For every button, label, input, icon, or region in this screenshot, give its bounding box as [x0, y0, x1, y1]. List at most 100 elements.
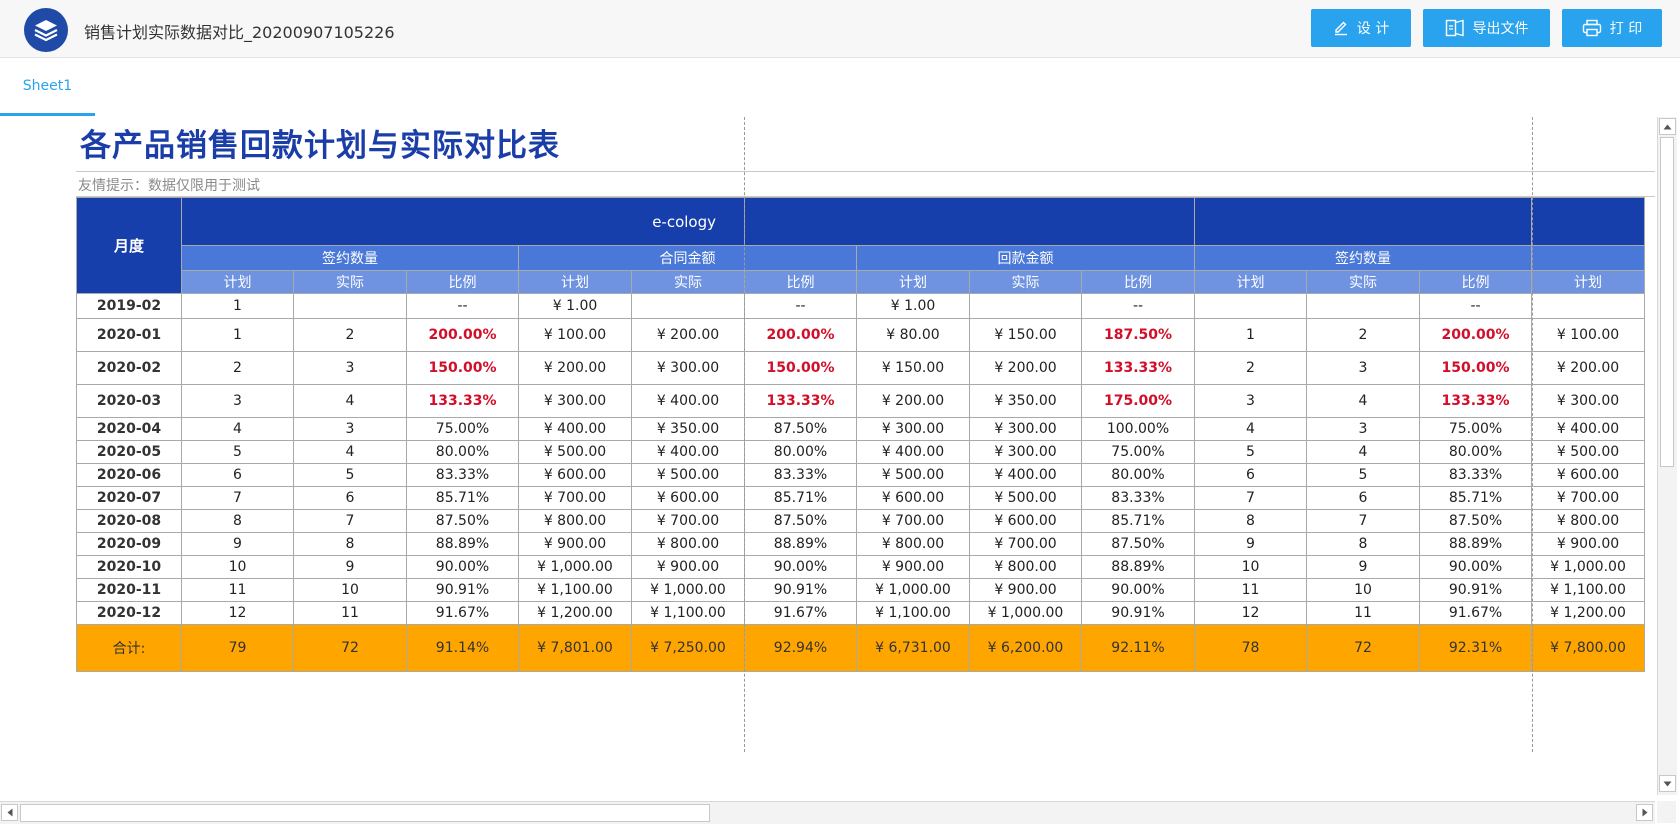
row-month: 2020-12: [76, 601, 182, 625]
vertical-scroll-thumb[interactable]: [1660, 137, 1674, 467]
table-cell: 100.00%: [1081, 417, 1195, 441]
document-title: 销售计划实际数据对比_20200907105226: [84, 23, 395, 42]
row-month: 2020-02: [76, 351, 182, 385]
table-cell: 6: [1306, 486, 1420, 510]
table-cell: ¥ 900.00: [518, 532, 632, 556]
table-row: 2020-12 12 11 91.67% ¥ 1,200.00 ¥ 1,100.00 91.…: [76, 601, 1646, 625]
table-row: 2020-08 8 7 87.50% ¥ 800.00 ¥ 700.00 87.50% ¥ 7…: [76, 509, 1646, 533]
total-cell: ¥ 7,250.00: [631, 624, 745, 672]
total-cell: 92.94%: [744, 624, 857, 672]
vertical-scrollbar[interactable]: [1657, 117, 1677, 795]
table-cell: ¥ 350.00: [631, 417, 745, 441]
table-cell: [1194, 293, 1307, 319]
row-month: 2020-08: [76, 509, 182, 533]
scroll-up-icon[interactable]: [1659, 118, 1676, 135]
total-cell: 92.31%: [1418, 624, 1533, 672]
table-cell: 91.67%: [406, 601, 519, 625]
table-cell: 11: [1194, 578, 1307, 602]
table-cell: 4: [1194, 417, 1307, 441]
table-cell: ¥ 600.00: [1531, 463, 1646, 487]
table-cell: 12: [1194, 601, 1307, 625]
header-product: e-cology: [181, 197, 745, 246]
table-cell: ¥ 300.00: [518, 384, 632, 418]
table-cell: 87.50%: [1418, 509, 1533, 533]
table-cell: ¥ 200.00: [1531, 351, 1646, 385]
table-cell: 200.00%: [744, 318, 857, 352]
table-cell: 133.33%: [406, 384, 519, 418]
table-row: 2020-02 2 3 150.00% ¥ 200.00 ¥ 300.00 150.00% ¥…: [76, 351, 1646, 385]
scroll-down-icon[interactable]: [1659, 775, 1676, 792]
table-cell: ¥ 400.00: [631, 384, 745, 418]
table-cell: 7: [181, 486, 294, 510]
header-sub-col: 计划: [518, 270, 632, 294]
total-cell: ¥ 6,200.00: [969, 624, 1082, 672]
header-sub-col: 实际: [969, 270, 1082, 294]
print-button-label: 打 印: [1609, 21, 1643, 37]
header-sub-col: 比例: [744, 270, 857, 294]
total-label: 合计:: [76, 624, 182, 672]
table-cell: ¥ 200.00: [969, 351, 1082, 385]
table-cell: 3: [293, 417, 407, 441]
table-cell: ¥ 900.00: [631, 555, 745, 579]
tab-sheet1[interactable]: Sheet1: [0, 58, 95, 116]
table-cell: 80.00%: [744, 440, 857, 464]
header-sub-col: 比例: [1081, 270, 1195, 294]
table-cell: 1: [1194, 318, 1307, 352]
table-cell: --: [744, 293, 857, 319]
table-cell: [293, 293, 407, 319]
horizontal-scroll-thumb[interactable]: [20, 804, 710, 822]
header-sub-col: 实际: [293, 270, 407, 294]
table-cell: 87.50%: [1081, 532, 1195, 556]
table-cell: ¥ 600.00: [856, 486, 970, 510]
table-cell: ¥ 500.00: [631, 463, 745, 487]
scroll-left-icon[interactable]: [1, 804, 18, 821]
design-button[interactable]: 设 计: [1311, 9, 1411, 47]
total-cell: 92.11%: [1081, 624, 1195, 672]
table-cell: ¥ 150.00: [969, 318, 1082, 352]
scroll-right-icon[interactable]: [1636, 804, 1653, 821]
table-cell: ¥ 1,200.00: [1531, 601, 1646, 625]
table-cell: 9: [1306, 555, 1420, 579]
export-file-icon: [1445, 19, 1464, 37]
table-cell: ¥ 500.00: [518, 440, 632, 464]
header-month: 月度: [76, 197, 182, 294]
header-sub-col: 比例: [1418, 270, 1533, 294]
table-cell: 8: [1194, 509, 1307, 533]
row-month: 2020-07: [76, 486, 182, 510]
table-cell: ¥ 500.00: [856, 463, 970, 487]
table-cell: 187.50%: [1081, 318, 1195, 352]
table-cell: ¥ 300.00: [1531, 384, 1646, 418]
header-sub-col: 计划: [1531, 270, 1646, 294]
header-group: 签约数量: [1193, 245, 1533, 271]
page-break-guide: [744, 117, 745, 752]
table-cell: 83.33%: [406, 463, 519, 487]
table-cell: 80.00%: [1418, 440, 1533, 464]
table-cell: 8: [293, 532, 407, 556]
table-cell: 75.00%: [1081, 440, 1195, 464]
table-cell: 12: [181, 601, 294, 625]
table-cell: 11: [1306, 601, 1420, 625]
export-button-label: 导出文件: [1472, 21, 1529, 37]
row-month: 2020-03: [76, 384, 182, 418]
table-cell: 2: [293, 318, 407, 352]
table-cell: --: [1418, 293, 1533, 319]
table-cell: 90.00%: [1418, 555, 1533, 579]
print-button[interactable]: 打 印: [1562, 9, 1662, 47]
export-button[interactable]: 导出文件: [1423, 9, 1550, 47]
table-cell: 90.00%: [1081, 578, 1195, 602]
table-cell: ¥ 700.00: [518, 486, 632, 510]
table-cell: ¥ 900.00: [969, 578, 1082, 602]
table-cell: 85.71%: [1418, 486, 1533, 510]
scrollbar-corner: [1657, 801, 1676, 823]
table-cell: [969, 293, 1082, 319]
table-cell: 133.33%: [1081, 351, 1195, 385]
table-cell: ¥ 800.00: [1531, 509, 1646, 533]
table-row: 2020-11 11 10 90.91% ¥ 1,100.00 ¥ 1,000.00 90.…: [76, 578, 1646, 602]
header-group: 合同金额: [518, 245, 857, 271]
printer-icon: [1582, 19, 1601, 37]
table-cell: 2: [1306, 318, 1420, 352]
table-cell: 2: [181, 351, 294, 385]
horizontal-scrollbar[interactable]: [0, 801, 1655, 824]
table-cell: 5: [181, 440, 294, 464]
header-sub-col: 计划: [1194, 270, 1307, 294]
